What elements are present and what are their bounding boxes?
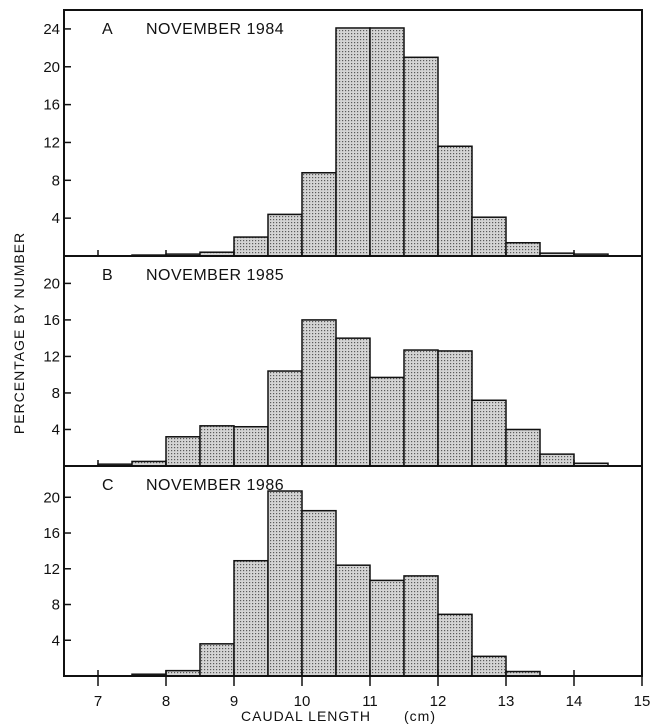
bar-a-11 [369,27,405,257]
x-axis: 7 8 9 10 11 12 13 14 15 [94,676,651,710]
panel-letter: C [102,477,114,494]
x-tick-label: 10 [294,693,311,710]
y-tick-label: 20 [43,59,60,76]
y-tick-label: 8 [52,172,60,189]
bar-c-8.5 [199,643,235,677]
bar-b-10 [301,319,337,467]
panel-letter: B [102,267,113,284]
bar-a-12.5 [471,216,507,257]
x-axis-title: CAUDAL LENGTH [241,708,371,724]
bar-a-9 [233,236,269,257]
bar-c-12.5 [471,655,507,677]
bar-b-10.5 [335,337,371,467]
panel-title: NOVEMBER 1984 [146,21,284,38]
bar-a-9.5 [267,213,303,257]
panel-title: NOVEMBER 1986 [146,477,284,494]
x-tick-label: 7 [94,693,102,710]
bar-b-11.5 [403,349,439,467]
y-tick-label: 12 [43,134,60,151]
panels: 4 8 12 16 20 24 A NOVEMBER 1984 4 8 12 16 20 B NOVEMBE… [43,9,651,710]
y-tick-label: 8 [52,385,60,402]
bar-b-8 [165,436,201,467]
bar-a-10.5 [335,27,371,257]
bar-b-9.5 [267,370,303,467]
bar-b-11 [369,376,405,467]
bar-c-9 [233,559,269,677]
bar-a-12 [437,145,473,257]
x-axis-unit: (cm) [404,708,436,724]
panel-frame [63,465,643,677]
y-tick-label: 4 [52,421,60,438]
bar-c-12 [437,613,473,677]
x-tick-label: 9 [230,693,238,710]
bar-b-8.5 [199,425,235,467]
bar-a-11.5 [403,56,439,257]
y-tick-label: 24 [43,21,60,38]
panel-letter: A [102,21,113,38]
panel-a: 4 8 12 16 20 24 A NOVEMBER 1984 [43,9,643,257]
bar-c-9.5 [267,490,303,677]
y-tick-label: 16 [43,525,60,542]
y-tick-label: 16 [43,312,60,329]
y-tick-label: 12 [43,561,60,578]
y-axis-title: PERCENTAGE BY NUMBER [11,232,27,434]
bar-a-10 [301,171,337,257]
x-tick-label: 11 [362,693,378,710]
bar-b-9 [233,425,269,467]
bar-c-10.5 [335,564,371,677]
y-tick-label: 20 [43,275,60,292]
bar-b-12.5 [471,399,507,467]
panel-b: 4 8 12 16 20 B NOVEMBER 1985 [43,255,643,467]
bar-b-13 [505,428,541,467]
bar-a-13 [505,242,541,257]
y-tick-label: 20 [43,489,60,506]
bar-b-12 [437,350,473,467]
y-tick-label: 12 [43,348,60,365]
bar-c-10 [301,509,337,677]
panel-title: NOVEMBER 1985 [146,267,284,284]
bar-b-13.5 [539,453,575,467]
x-tick-label: 14 [566,693,583,710]
bar-c-11 [369,579,405,677]
y-tick-label: 8 [52,597,60,614]
y-tick-label: 16 [43,97,60,114]
y-tick-label: 4 [52,632,60,649]
x-tick-label: 15 [634,693,651,710]
bar-c-11.5 [403,575,439,677]
y-tick-label: 4 [52,210,60,227]
x-tick-label: 8 [162,693,170,710]
x-tick-label: 13 [498,693,515,710]
x-tick-label: 12 [430,693,447,710]
panel-c: 4 8 12 16 20 C NOVEMBER 1986 [43,465,643,677]
